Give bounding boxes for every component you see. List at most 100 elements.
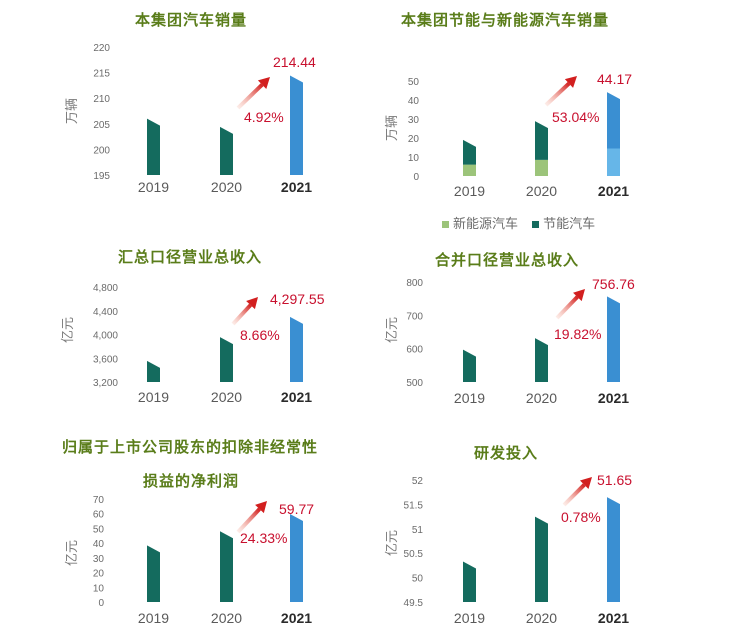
bar-segment-energy-saving <box>535 121 548 160</box>
chart-panel-aggregate-total-revenue: 汇总口径营业总收入 4,800 4,400 4,000 3,600 3,200 亿元 201… <box>0 235 372 415</box>
chart-legend: 新能源汽车 节能汽车 <box>442 213 605 232</box>
growth-arrow-icon <box>555 289 585 320</box>
growth-arrow-icon <box>236 501 267 534</box>
bar-segment-nev <box>535 159 548 176</box>
x-tick-label: 2019 <box>454 390 485 406</box>
x-tick-label: 2019 <box>454 183 485 199</box>
bar <box>463 561 476 602</box>
y-tick-label: 4,400 <box>93 307 118 318</box>
x-tick-label: 2019 <box>138 179 169 195</box>
y-tick-label: 210 <box>93 94 110 105</box>
chart-svg: 220 215 210 205 200 195 万辆 2019 2020 2021 214.44 4.… <box>65 43 316 195</box>
chart-title: 合并口径营业总收入 <box>435 251 580 269</box>
y-tick-label: 0 <box>98 598 104 609</box>
y-tick-label: 3,200 <box>93 378 118 389</box>
growth-label: 0.78% <box>561 509 601 525</box>
growth-label: 8.66% <box>240 327 280 343</box>
bar <box>535 338 548 382</box>
y-tick-label: 4,000 <box>93 331 118 342</box>
y-tick-label: 40 <box>93 539 105 550</box>
y-tick-label: 30 <box>408 115 420 126</box>
y-axis-label: 万辆 <box>65 98 80 124</box>
growth-arrow-icon <box>236 77 270 110</box>
growth-label: 19.82% <box>554 326 601 342</box>
growth-arrow-icon <box>544 76 577 107</box>
y-tick-label: 10 <box>408 153 420 164</box>
chart-svg: 52 51.5 51 50.5 50 49.5 亿元 2019 2020 2021 51.65 0.7… <box>385 472 632 626</box>
y-tick-label: 800 <box>406 278 423 289</box>
value-label: 4,297.55 <box>270 291 325 307</box>
growth-arrow-icon <box>231 297 258 326</box>
chart-svg: 800 700 600 500 亿元 2019 2020 2021 756.76 19.82% <box>385 276 635 406</box>
value-label: 214.44 <box>273 54 316 70</box>
bar-segment-energy-saving <box>463 139 476 165</box>
x-tick-label: 2021 <box>281 389 312 405</box>
legend-swatch-energy-saving <box>532 221 540 228</box>
x-tick-label: 2020 <box>526 610 557 626</box>
value-label: 59.77 <box>279 501 314 517</box>
bar <box>220 126 233 175</box>
y-tick-label: 50 <box>93 524 105 535</box>
bar <box>220 337 233 382</box>
x-tick-label: 2019 <box>138 389 169 405</box>
x-tick-label: 2020 <box>211 179 242 195</box>
y-tick-label: 51 <box>412 525 424 536</box>
y-tick-label: 200 <box>93 145 110 156</box>
bar <box>290 75 303 175</box>
y-axis-label: 亿元 <box>385 530 400 556</box>
bar <box>290 514 303 602</box>
bar <box>607 296 620 382</box>
x-tick-label: 2020 <box>526 390 557 406</box>
y-tick-label: 4,800 <box>93 283 118 294</box>
chart-title: 本集团汽车销量 <box>135 11 248 29</box>
y-axis-label: 亿元 <box>385 317 400 343</box>
y-tick-label: 52 <box>412 476 424 487</box>
y-tick-label: 20 <box>408 134 420 145</box>
bar <box>290 316 303 382</box>
y-tick-label: 51.5 <box>404 500 424 511</box>
growth-label: 53.04% <box>552 109 599 125</box>
y-tick-label: 700 <box>406 311 423 322</box>
x-tick-label: 2021 <box>281 610 312 626</box>
y-axis-label: 亿元 <box>65 540 80 566</box>
y-tick-label: 50.5 <box>404 549 424 560</box>
bar <box>147 118 160 175</box>
bar-segment-nev <box>607 148 620 176</box>
x-tick-label: 2021 <box>598 183 629 199</box>
chart-title: 汇总口径营业总收入 <box>118 248 263 266</box>
y-tick-label: 600 <box>406 345 423 356</box>
chart-title-line-2: 损益的净利润 <box>143 472 240 490</box>
x-tick-label: 2019 <box>454 610 485 626</box>
chart-title-line-1: 归属于上市公司股东的扣除非经常性 <box>62 438 319 456</box>
y-tick-label: 49.5 <box>404 598 424 609</box>
y-tick-label: 195 <box>93 171 110 182</box>
y-tick-label: 220 <box>93 43 110 54</box>
y-axis-label: 万辆 <box>385 115 400 141</box>
legend-swatch-nev <box>442 221 449 228</box>
growth-label: 4.92% <box>244 109 284 125</box>
bar <box>535 516 548 602</box>
x-tick-label: 2021 <box>281 179 312 195</box>
x-tick-label: 2020 <box>211 389 242 405</box>
chart-title: 本集团节能与新能源汽车销量 <box>401 11 610 29</box>
x-tick-label: 2021 <box>598 610 629 626</box>
y-tick-label: 0 <box>413 172 419 183</box>
x-tick-label: 2021 <box>598 390 629 406</box>
bar <box>607 497 620 602</box>
legend-item-nev: 新能源汽车 <box>442 213 518 232</box>
chart-panel-net-profit-attributable: 归属于上市公司股东的扣除非经常性 损益的净利润 70 60 50 40 30 20 10 0 亿… <box>0 425 372 635</box>
value-label: 756.76 <box>592 276 635 292</box>
y-tick-label: 20 <box>93 569 105 580</box>
chart-panel-energy-saving-and-nev-sales: 本集团节能与新能源汽车销量 50 40 30 20 10 0 万辆 2019 2020 2021 4… <box>372 0 744 235</box>
y-tick-label: 60 <box>93 510 105 521</box>
chart-svg: 70 60 50 40 30 20 10 0 亿元 2019 2020 2021 59.77 24.33% <box>65 495 314 626</box>
value-label: 44.17 <box>597 71 632 87</box>
value-label: 51.65 <box>597 472 632 488</box>
y-tick-label: 70 <box>93 495 105 506</box>
legend-item-energy-saving: 节能汽车 <box>532 213 595 232</box>
bar <box>147 360 160 382</box>
x-tick-label: 2019 <box>138 610 169 626</box>
chart-svg: 50 40 30 20 10 0 万辆 2019 2020 2021 44.17 53.04% <box>385 71 632 199</box>
x-tick-label: 2020 <box>526 183 557 199</box>
y-tick-label: 500 <box>406 378 423 389</box>
